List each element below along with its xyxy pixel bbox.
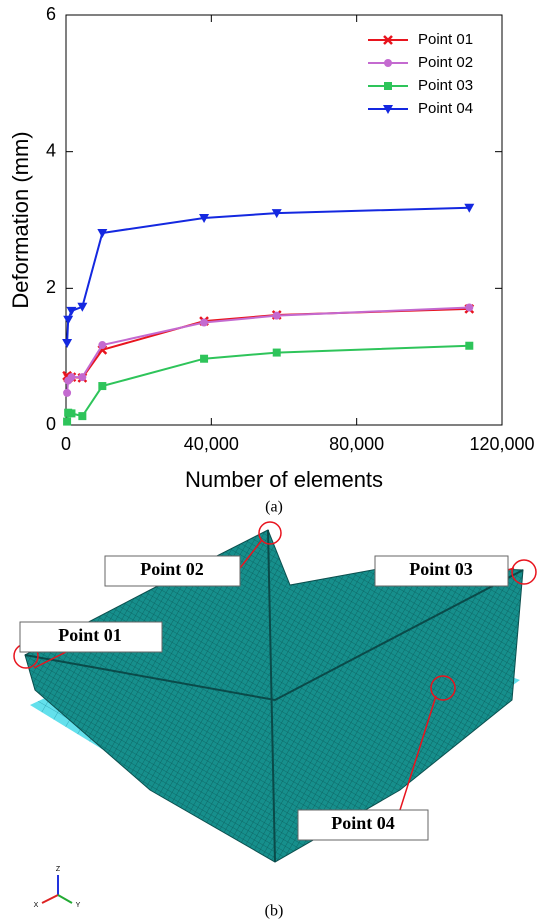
y-tick-label: 4 <box>46 140 56 160</box>
series-line <box>66 307 470 379</box>
axis-name: Y <box>76 902 81 909</box>
callouts <box>13 521 537 811</box>
marker <box>465 341 474 350</box>
marker <box>78 373 87 382</box>
marker <box>67 373 76 382</box>
marker <box>465 303 474 312</box>
marker <box>63 417 72 426</box>
marker <box>67 409 76 418</box>
marker <box>271 209 282 219</box>
marker <box>272 348 281 357</box>
marker <box>63 315 74 325</box>
model-label: Point 01 <box>58 625 122 645</box>
label-boxes <box>19 555 509 841</box>
model-label: Point 04 <box>331 813 395 833</box>
axis-triad: Z X Y <box>34 866 81 909</box>
legend-marker <box>383 105 393 114</box>
model-label: Point 02 <box>140 559 204 579</box>
panel-label: (b) <box>265 903 284 920</box>
series-line <box>66 206 470 344</box>
legend-marker <box>383 35 393 45</box>
panel-label: (a) <box>265 499 283 516</box>
marker <box>200 354 209 363</box>
marker <box>272 311 281 320</box>
x-axis-label: Number of elements <box>185 467 383 492</box>
y-tick-label: 6 <box>46 4 56 24</box>
legend-label: Point 03 <box>418 77 473 94</box>
marker <box>464 203 475 213</box>
chart-area: 0 2 4 6 0 40,000 80,000 120,000 Number of elemen… <box>8 4 535 492</box>
plot-frame <box>65 14 503 426</box>
x-tick-label: 40,000 <box>184 434 239 454</box>
y-tick-label: 0 <box>46 414 56 434</box>
legend-label: Point 01 <box>418 31 473 48</box>
series-line <box>66 344 470 422</box>
marker <box>66 306 77 316</box>
x-tick-label: 80,000 <box>329 434 384 454</box>
legend-label: Point 04 <box>418 100 473 117</box>
fea-model: Point 01 Point 02 Point 03 Point 04 Z X … <box>13 521 537 909</box>
x-tick-label: 0 <box>61 434 71 454</box>
marker <box>97 228 108 238</box>
marker <box>78 412 87 421</box>
marker <box>77 302 88 312</box>
marker <box>63 388 72 397</box>
legend-marker <box>384 59 392 67</box>
marker <box>199 213 210 223</box>
y-axis-label: Deformation (mm) <box>8 131 33 308</box>
model-label: Point 03 <box>409 559 473 579</box>
axis-name: X <box>34 902 39 909</box>
axis-name: Z <box>56 866 61 873</box>
x-tick-label: 120,000 <box>469 434 534 454</box>
marker <box>62 339 73 348</box>
legend-marker <box>384 82 392 90</box>
marker <box>98 382 107 391</box>
legend-label: Point 02 <box>418 54 473 71</box>
marker <box>98 341 107 350</box>
deformed-mesh <box>24 529 524 863</box>
y-tick-label: 2 <box>46 277 56 297</box>
marker <box>200 318 209 327</box>
fold-line <box>24 529 524 863</box>
